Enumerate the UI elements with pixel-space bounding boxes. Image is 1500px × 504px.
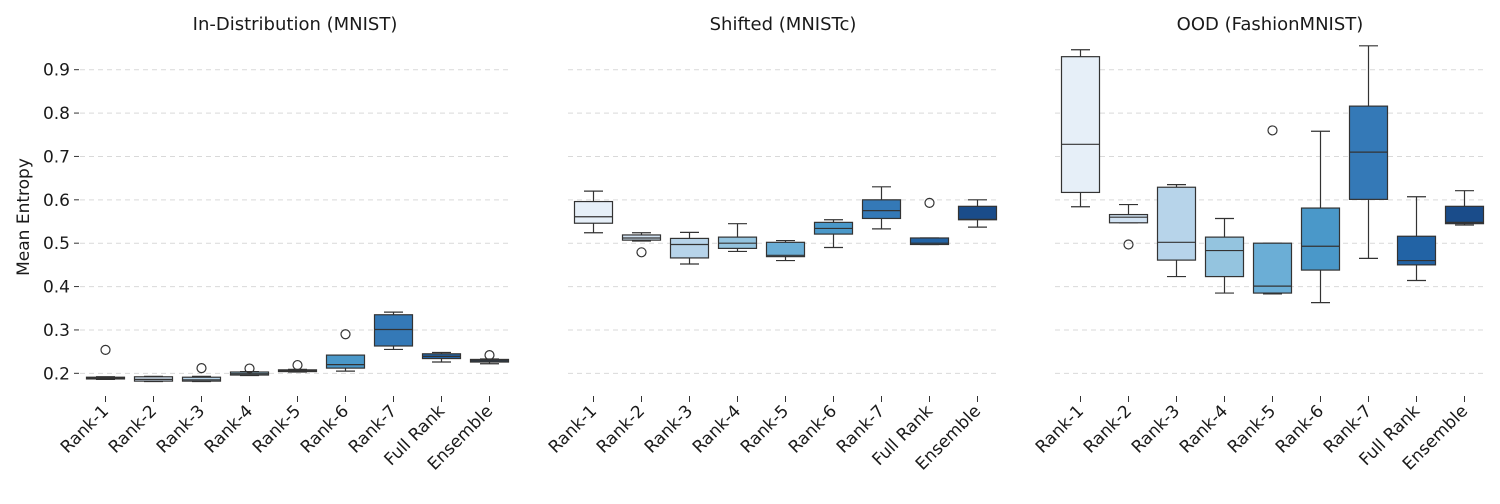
y-tick-label: 0.2 [43,364,70,384]
x-tick-label: Rank-1 [1032,401,1088,457]
x-tick-label: Rank-2 [593,401,649,457]
y-tick-label: 0.7 [43,147,70,167]
box-body [1348,105,1389,200]
box-rank-2 [1108,203,1149,250]
box-rank-5 [277,359,318,373]
x-tick-label: Rank-1 [57,401,113,457]
box-ensemble [957,199,998,228]
panel-title: Shifted (MNISTc) [710,14,857,35]
box-body [861,199,902,220]
box-rank-6 [1300,130,1341,304]
panel-title: OOD (FashionMNIST) [1177,14,1364,35]
box-rank-7 [373,311,414,351]
x-tick-label: Rank-5 [1224,401,1280,457]
x-tick-label: Rank-3 [1128,401,1184,457]
panel-3: OOD (FashionMNIST)Rank-1Rank-2Rank-3Rank… [1032,14,1485,474]
box-body [325,354,366,369]
box-rank-6 [325,329,366,372]
box-rank-4 [1204,217,1245,294]
box-body [1156,186,1197,261]
box-body [1252,242,1293,294]
y-tick-label: 0.3 [43,321,70,341]
x-tick-label: Rank-4 [201,401,257,457]
box-ensemble [1444,190,1485,226]
box-rank-6 [813,219,854,249]
x-tick-label: Rank-3 [153,401,209,457]
box-body [957,205,998,221]
box-rank-7 [1348,45,1389,259]
outlier-point [636,247,647,258]
box-rank-1 [1060,49,1101,208]
outlier-point [244,363,255,374]
outlier-point [484,349,495,361]
panel-2: Shifted (MNISTc) Rank-1Rank-2Rank-3Rank-4… [545,14,998,474]
y-tick-label: 0.5 [43,234,70,254]
box-full-rank [421,351,462,363]
box-rank-1 [85,344,126,380]
box-rank-3 [669,231,710,265]
outlier-point [1123,239,1134,250]
x-tick-label: Rank-6 [297,401,353,457]
box-ensemble [469,349,510,365]
x-tick-label: Rank-2 [105,401,161,457]
outlier-point [924,197,935,208]
outlier-point [292,359,303,371]
box-rank-5 [1252,125,1293,295]
x-tick-label: Rank-6 [1272,401,1328,457]
outlier-point [340,329,351,340]
box-body [669,237,710,259]
box-body [1060,56,1101,194]
y-axis-label: Mean Entropy [14,158,34,276]
box-rank-3 [181,363,222,383]
box-rank-2 [621,232,662,258]
y-tick-label: 0.6 [43,191,70,211]
outlier-point [100,344,111,355]
x-tick-label: Rank-4 [689,401,745,457]
box-body [1204,236,1245,278]
box-rank-1 [573,190,614,234]
x-tick-label: Rank-6 [785,401,841,457]
box-rank-4 [717,223,758,253]
y-tick-label: 0.9 [43,61,70,81]
x-tick-label: Rank-1 [545,401,601,457]
x-tick-label: Rank-5 [249,401,305,457]
box-body [1300,207,1341,271]
box-body [373,314,414,347]
box-full-rank [1396,196,1437,282]
box-body [909,237,950,246]
panel-1: In-Distribution (MNIST) 0.2 0.3 0.4 0.5 0.6 0.… [43,14,510,474]
x-tick-label: Rank-2 [1080,401,1136,457]
y-tick-label: 0.4 [43,278,70,298]
box-full-rank [909,197,950,246]
box-body [1444,205,1485,225]
box-body [765,241,806,258]
box-rank-7 [861,186,902,230]
x-tick-label: Rank-5 [737,401,793,457]
y-tick-label: 0.8 [43,104,70,124]
box-body [1108,213,1149,224]
outlier-point [1267,125,1278,136]
box-rank-2 [133,375,174,383]
panel-title: In-Distribution (MNIST) [193,14,398,35]
x-tick-label: Rank-4 [1176,401,1232,457]
box-rank-5 [765,239,806,262]
outlier-point [196,363,207,374]
box-rank-3 [1156,184,1197,278]
box-rank-4 [229,363,270,377]
x-tick-label: Rank-3 [641,401,697,457]
box-body [181,376,222,382]
box-body [573,200,614,224]
